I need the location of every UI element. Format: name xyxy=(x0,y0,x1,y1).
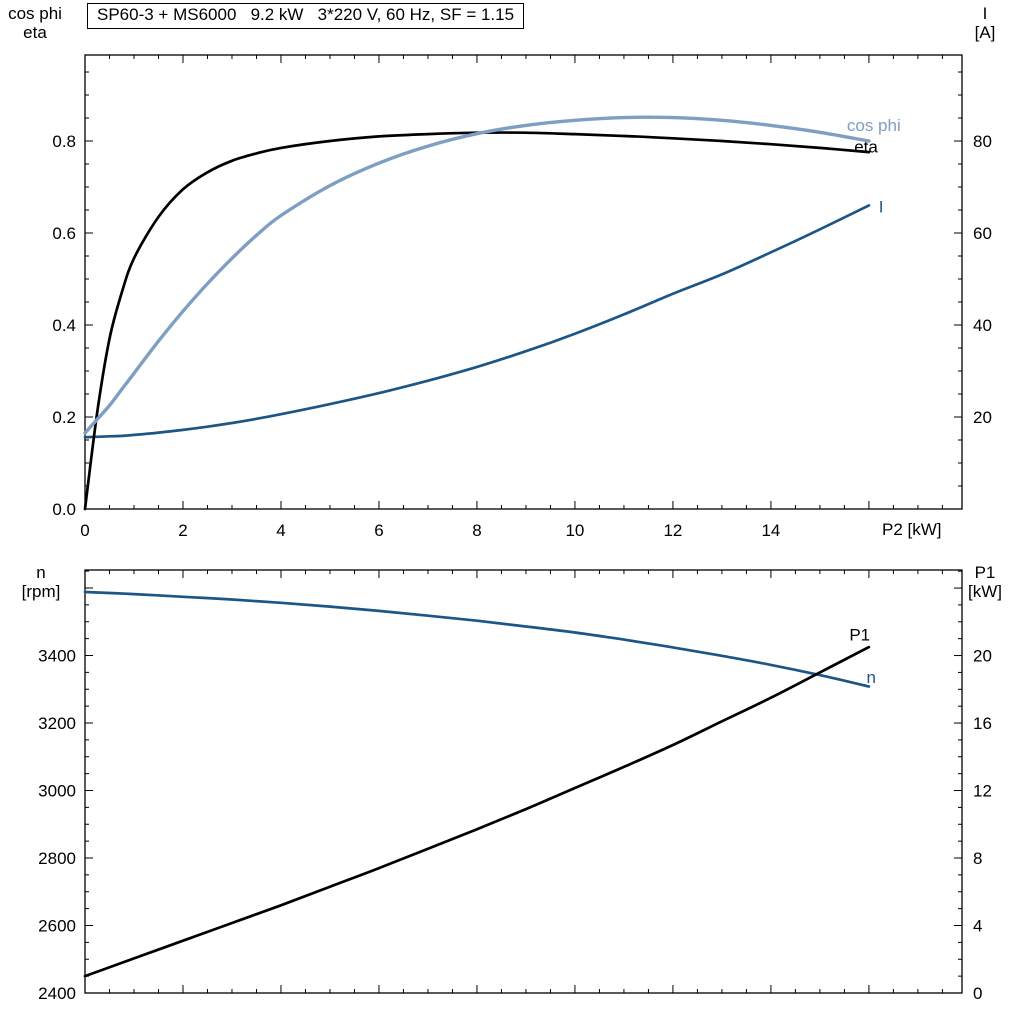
axis-title-speed: n xyxy=(36,563,46,582)
y-tick-label: 3400 xyxy=(38,646,76,665)
curve-current xyxy=(83,204,871,439)
x-tick-label: 0 xyxy=(80,521,89,540)
y-tick-label: 2600 xyxy=(38,916,76,935)
axis-title-current-unit: [A] xyxy=(974,23,996,42)
y-tick-label: 0.6 xyxy=(52,224,76,243)
chart-panel-2: 2400 2600 2800 3000 3200 3400 0 4 8 12 16 20 n P1 xyxy=(38,569,992,1003)
curve-label-eta: eta xyxy=(854,138,878,157)
chart-title-box: SP60-3 + MS6000 9.2 kW 3*220 V, 60 Hz, S… xyxy=(87,3,525,29)
y-tick-label: 0 xyxy=(973,984,982,1003)
x-axis-title-p2: P2 [kW] xyxy=(882,520,942,539)
y-tick-label: 0.0 xyxy=(52,500,76,519)
curve-label-p1: P1 xyxy=(849,625,870,644)
plot-frame xyxy=(84,569,963,994)
y-tick-label: 0.4 xyxy=(52,316,76,335)
axis-title-p1-unit: [kW] xyxy=(968,582,1002,601)
x-tick-label: 8 xyxy=(472,521,481,540)
bottom-left-axis-title: n [rpm] xyxy=(8,563,74,601)
axis-title-eta: eta xyxy=(23,23,47,42)
curve-eta xyxy=(83,131,871,511)
y-tick-label: 2800 xyxy=(38,849,76,868)
y-tick-label: 0.2 xyxy=(52,408,76,427)
y-tick-label: 3200 xyxy=(38,714,76,733)
top-left-axis-title: cos phi eta xyxy=(2,4,68,42)
y-tick-label: 2400 xyxy=(38,984,76,1003)
y-tick-label: 20 xyxy=(973,408,992,427)
y-tick-label: 0.8 xyxy=(52,132,76,151)
curve-label-current: I xyxy=(879,197,884,216)
x-tick-label: 2 xyxy=(178,521,187,540)
y-tick-label: 4 xyxy=(973,917,982,936)
x-tick-label: 6 xyxy=(374,521,383,540)
y-tick-label: 16 xyxy=(973,714,992,733)
y-tick-label: 8 xyxy=(973,849,982,868)
plot-frame xyxy=(84,54,963,510)
curve-n xyxy=(83,590,871,688)
x-tick-label: 12 xyxy=(663,521,682,540)
curve-label-cos_phi: cos phi xyxy=(847,116,901,135)
axis-title-current: I xyxy=(982,4,988,23)
top-right-axis-title: I [A] xyxy=(952,4,1018,42)
x-tick-label: 14 xyxy=(761,521,780,540)
y-tick-label: 12 xyxy=(973,782,992,801)
y-tick-label: 60 xyxy=(973,224,992,243)
curve-label-n: n xyxy=(866,668,875,687)
y-tick-label: 3000 xyxy=(38,781,76,800)
x-tick-label: 10 xyxy=(565,521,584,540)
curve-cos_phi xyxy=(83,115,871,435)
axis-title-cos-phi: cos phi xyxy=(8,4,62,23)
bottom-right-axis-title: P1 [kW] xyxy=(950,563,1020,601)
y-tick-label: 40 xyxy=(973,316,992,335)
axis-title-p1: P1 xyxy=(974,563,996,582)
x-tick-label: 4 xyxy=(276,521,285,540)
axis-title-speed-unit: [rpm] xyxy=(21,582,61,601)
curve-p1 xyxy=(83,645,871,978)
y-tick-label: 80 xyxy=(973,132,992,151)
y-tick-label: 20 xyxy=(973,647,992,666)
